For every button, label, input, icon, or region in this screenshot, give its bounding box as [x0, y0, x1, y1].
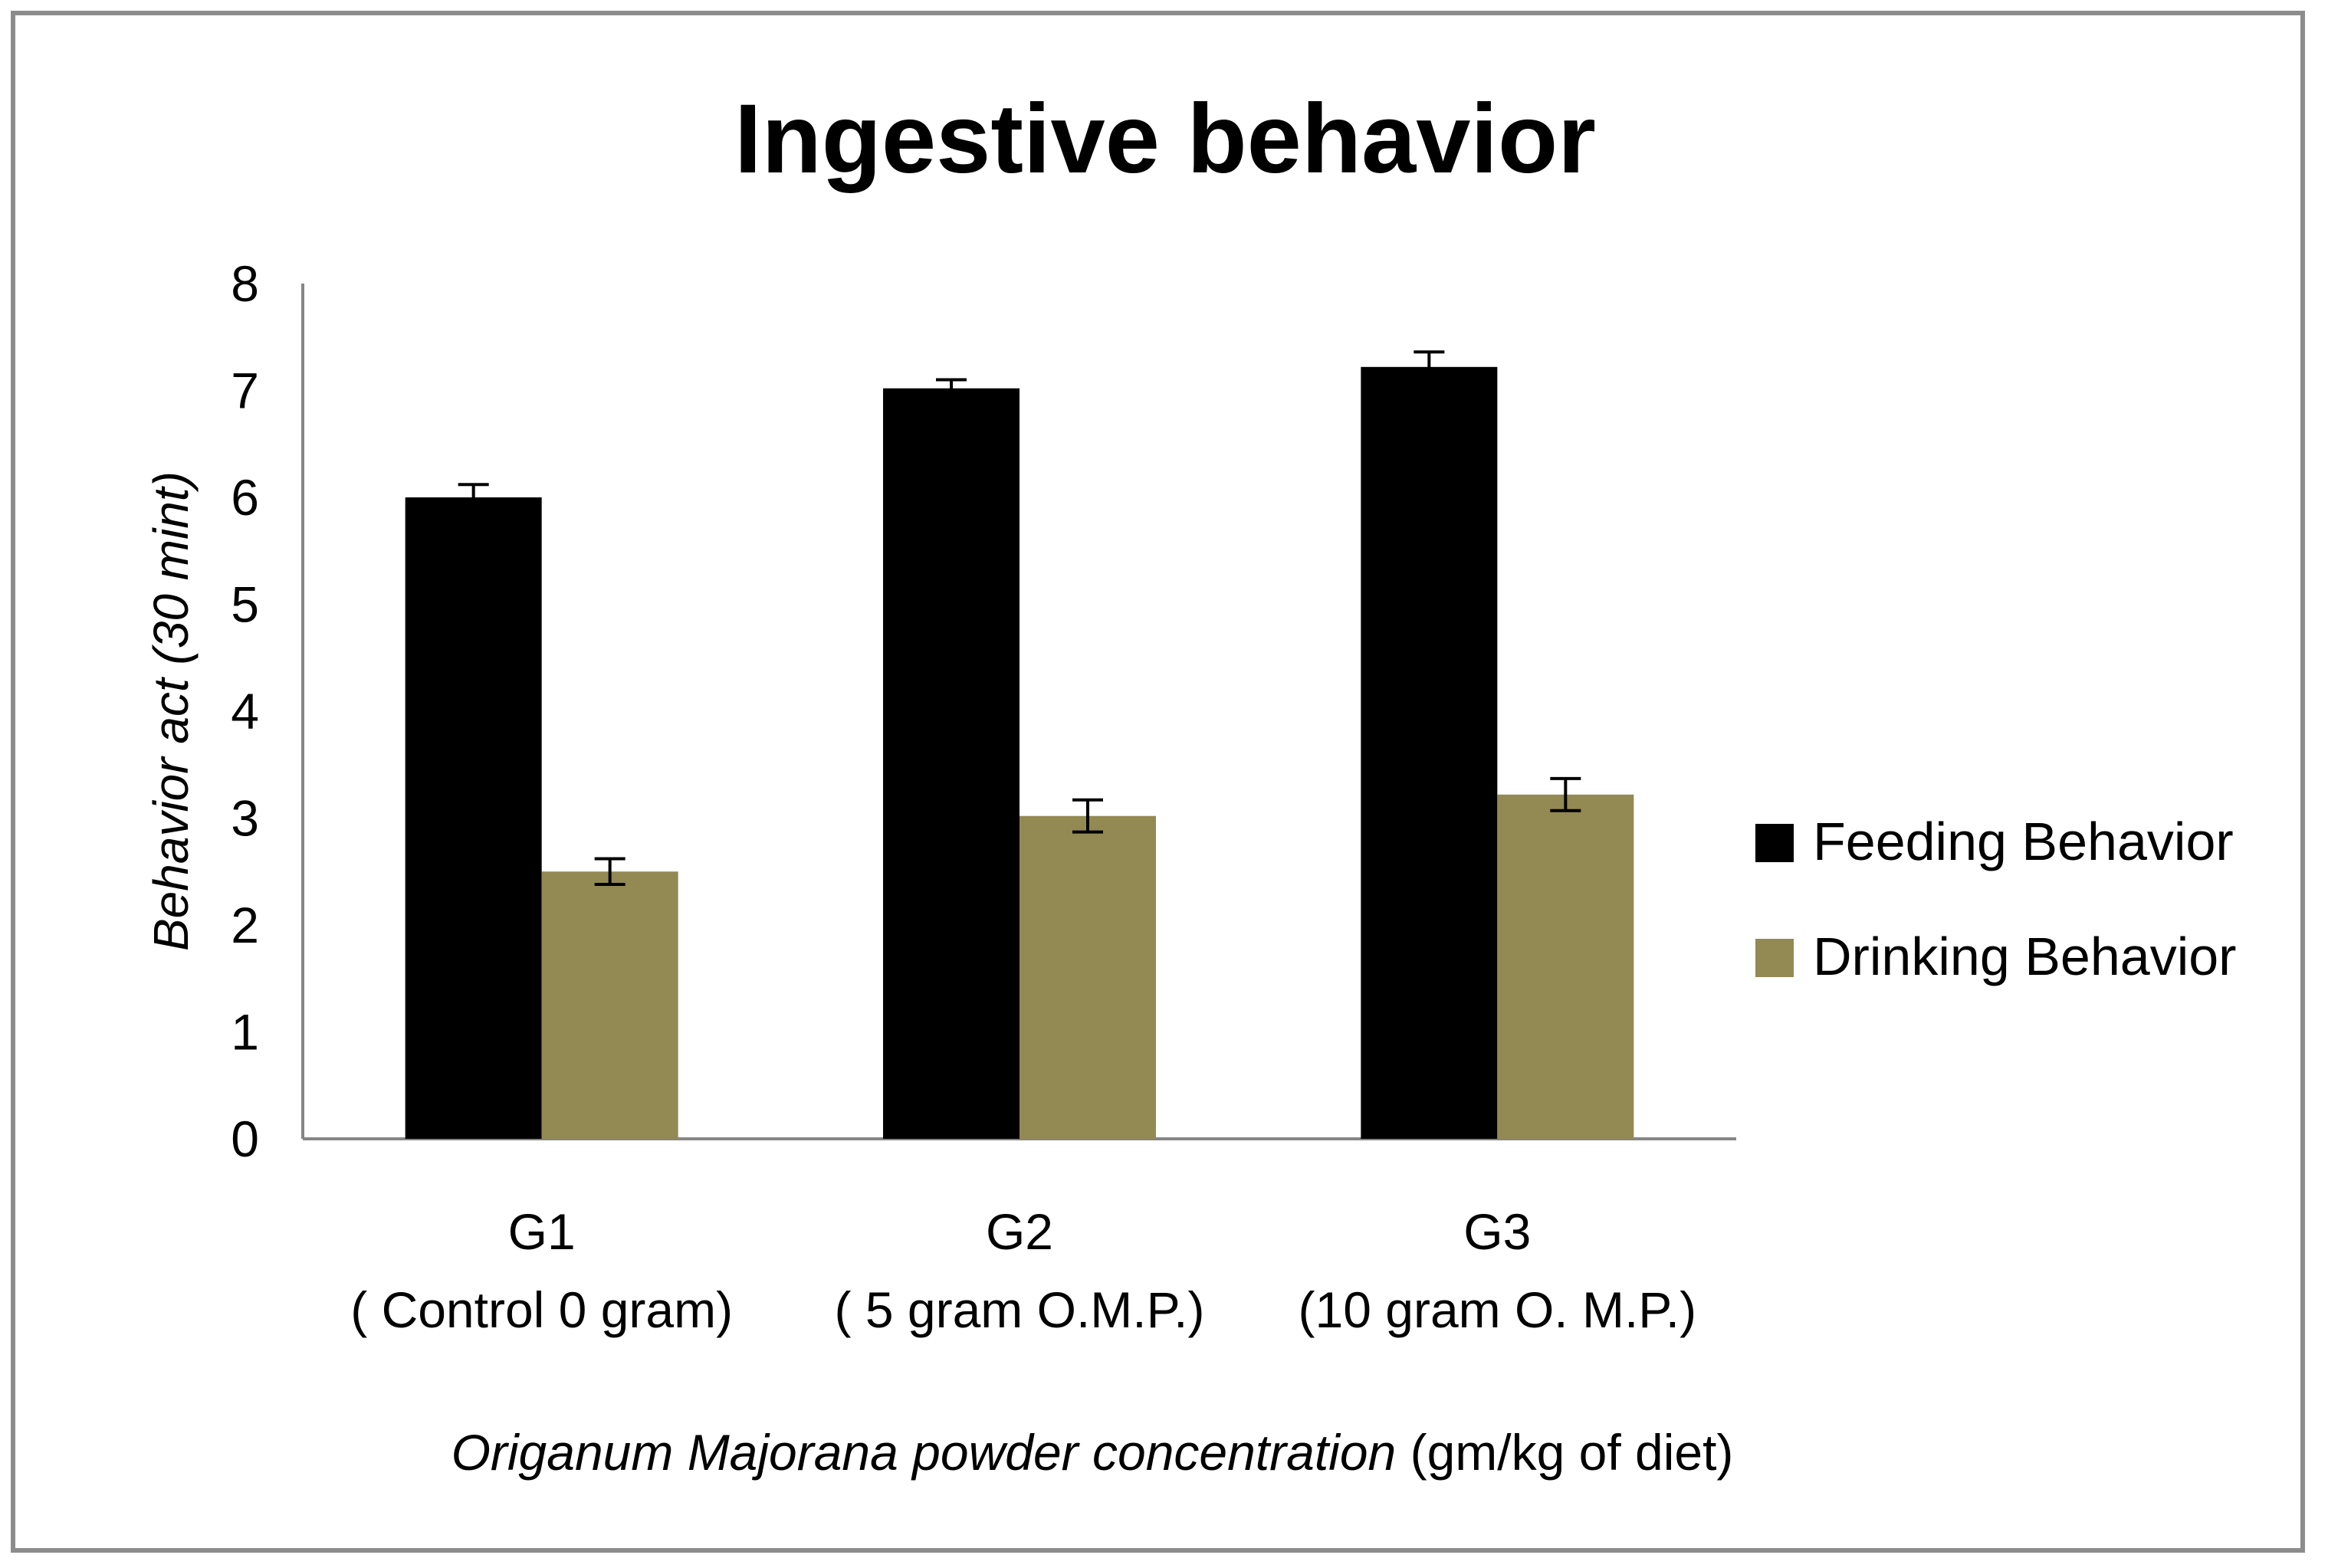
- bar: [1497, 794, 1634, 1139]
- x-axis-label: Origanum Majorana powder concentration (…: [451, 1424, 1734, 1481]
- category-label-group: G3: [1463, 1203, 1531, 1260]
- chart-frame: Ingestive behavior 0 1 2 3 4 5 6 7 8 G1 ( Control…: [11, 11, 2305, 1553]
- category-label-group: G2: [986, 1203, 1053, 1260]
- bar: [541, 871, 678, 1139]
- y-tick-label: 3: [231, 790, 259, 847]
- y-tick-label: 2: [231, 897, 259, 953]
- category-label-description: ( 5 gram O.M.P.): [835, 1281, 1205, 1338]
- x-axis-label-units: (gm/kg of diet): [1396, 1424, 1733, 1481]
- bar: [1361, 366, 1498, 1139]
- chart-title: Ingestive behavior: [734, 84, 1596, 194]
- category-label-group: G1: [508, 1203, 576, 1260]
- legend-swatch: [1755, 939, 1794, 977]
- legend-swatch: [1755, 824, 1794, 862]
- ingestive-behavior-chart: Ingestive behavior 0 1 2 3 4 5 6 7 8 G1 ( Control…: [143, 84, 2236, 1481]
- y-axis-ticks: 0 1 2 3 4 5 6 7 8: [231, 255, 259, 1167]
- y-tick-label: 8: [231, 255, 259, 312]
- bar: [883, 388, 1020, 1140]
- y-tick-label: 4: [231, 683, 259, 740]
- y-tick-label: 1: [231, 1004, 259, 1061]
- legend-label: Feeding Behavior: [1813, 812, 2234, 871]
- legend-label: Drinking Behavior: [1813, 927, 2236, 986]
- category-label-description: (10 gram O. M.P.): [1299, 1281, 1697, 1338]
- category-labels: G1 ( Control 0 gram) G2 ( 5 gram O.M.P.) G3 (…: [350, 1203, 1696, 1338]
- bar: [1020, 815, 1156, 1139]
- y-tick-label: 6: [231, 469, 259, 526]
- category-label-description: ( Control 0 gram): [350, 1281, 733, 1338]
- x-axis-label-species: Origanum Majorana powder concentration: [451, 1424, 1397, 1481]
- y-axis-label: Behavior act (30 mint): [143, 471, 199, 951]
- y-tick-label: 7: [231, 362, 259, 419]
- y-tick-label: 5: [231, 576, 259, 633]
- legend: Feeding Behavior Drinking Behavior: [1755, 812, 2236, 986]
- y-tick-label: 0: [231, 1110, 259, 1167]
- bar: [405, 497, 542, 1139]
- bars-group: [405, 350, 1634, 1140]
